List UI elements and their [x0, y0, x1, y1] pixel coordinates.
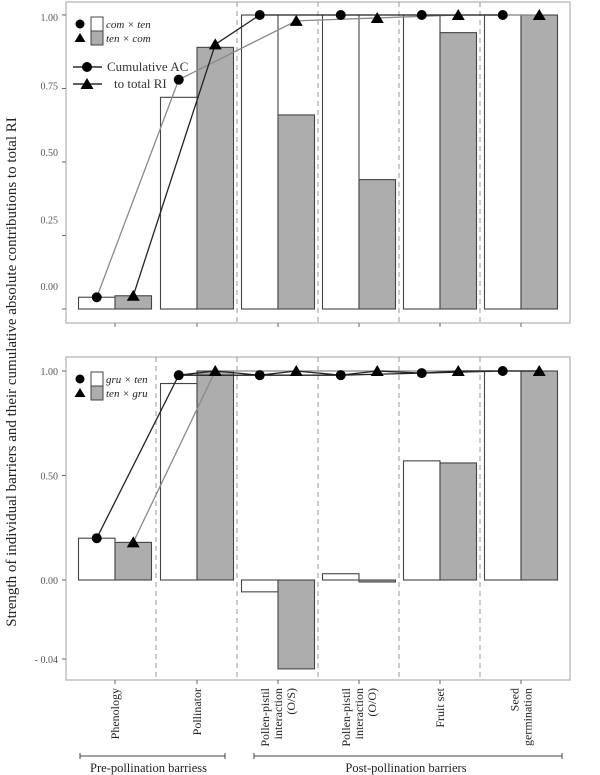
cumulative-line [132, 14, 503, 296]
bar-gray [196, 370, 235, 581]
x-category-label: interaction [352, 688, 366, 739]
y-tick-label: 1.00 [41, 367, 59, 378]
cumulative-point-circle [335, 370, 346, 381]
legend-circle-icon [75, 374, 85, 384]
y-tick-label: 0.25 [41, 216, 59, 227]
cumulative-point-triangle [451, 365, 465, 376]
cumulative-point-circle [173, 370, 184, 381]
barrier-groups: Pre-pollination barriess Post-pollination… [79, 753, 563, 775]
bar-gray [358, 579, 397, 583]
cumulative-point-triangle [208, 38, 222, 50]
y-tick-label: 0.00 [41, 282, 59, 293]
x-category-label: Pollen-pistil [258, 687, 272, 746]
cumulative-point-triangle [289, 365, 303, 376]
bar-gray [520, 14, 559, 310]
bar-gray [114, 541, 153, 581]
cumulative-point-triangle [451, 9, 465, 20]
bar-white [402, 460, 441, 581]
cumulative-point-circle [91, 533, 102, 544]
legend-swatch [90, 16, 104, 32]
cumulative-point-circle [254, 10, 265, 20]
y-tick-label: 0.50 [41, 472, 59, 483]
group-label: Pre-pollination barriess [90, 761, 207, 775]
cumulative-point-circle [91, 292, 102, 303]
x-category-label: Pollinator [190, 688, 204, 735]
legend-line-label: to total RI [114, 76, 167, 91]
cumulative-point-triangle [126, 289, 140, 301]
y-tick-label: 1.00 [41, 13, 59, 24]
cumulative-point-triangle [370, 11, 384, 23]
y-axis-title-group: Strength of individual barriers and thei… [4, 117, 20, 626]
legend-circle-icon [82, 62, 92, 72]
cumulative-point-circle [416, 10, 427, 20]
x-category-label: interaction [271, 688, 285, 739]
group-label: Post-pollination barriers [345, 761, 466, 775]
legend-label: ten × gru [106, 388, 148, 400]
x-category-label: germination [521, 688, 535, 746]
legend-circle-icon [75, 19, 85, 29]
legend-triangle-icon [74, 388, 86, 397]
bar-white [159, 382, 198, 581]
x-category-label: Seed [508, 688, 522, 711]
legend-triangle-icon [80, 78, 94, 89]
bar-white [321, 14, 360, 310]
cumulative-point-circle [416, 368, 427, 379]
legend-label: com × ten [106, 19, 151, 31]
bar-white [321, 573, 360, 581]
cumulative-point-triangle [532, 9, 546, 20]
cumulative-point-circle [254, 370, 265, 381]
bar-gray [439, 462, 478, 581]
bar-gray [520, 370, 559, 581]
bottom-panel: 1.00 0.50 0.00 - 0.04 gru × ten ten × gru [35, 356, 571, 684]
x-axis-labels: Phenology Pollinator Pollen-pistil interact… [108, 687, 535, 746]
bar-white [159, 96, 198, 310]
legend-swatch [90, 385, 104, 401]
bar-gray [277, 579, 316, 670]
x-category-label: Fruit set [433, 687, 447, 727]
bar-gray [358, 179, 397, 310]
cumulative-point-circle [173, 74, 184, 85]
legend-swatch [90, 30, 104, 46]
top-panel: 1.00 0.75 0.50 0.25 0.00 com × ten ten × com Cu… [41, 1, 571, 327]
bar-white [483, 370, 522, 581]
legend-triangle-icon [74, 33, 86, 42]
x-category-label: Pollen-pistil [339, 687, 353, 746]
bar-white [402, 14, 441, 310]
legend-line-label: Cumulative AC [107, 59, 188, 74]
bar-gray [439, 32, 478, 310]
cumulative-point-circle [497, 10, 508, 20]
bar-white [483, 14, 522, 310]
bar-white [240, 579, 279, 593]
legend-swatch [90, 371, 104, 387]
y-tick-label: 0.50 [41, 148, 59, 159]
bar-gray [277, 114, 316, 310]
bar-white [240, 14, 279, 310]
y-tick-label: 0.75 [41, 82, 59, 93]
cumulative-point-triangle [126, 536, 140, 548]
legend-label: gru × ten [106, 374, 148, 386]
x-category-label: (O/S) [284, 688, 298, 715]
x-category-label: (O/O) [365, 688, 379, 717]
cumulative-point-triangle [370, 365, 384, 376]
y-tick-label: 0.00 [41, 576, 59, 587]
cumulative-point-triangle [532, 365, 546, 376]
cumulative-line [178, 370, 540, 376]
legend-label: ten × com [106, 33, 151, 45]
bar-gray [196, 46, 235, 310]
y-axis-title: Strength of individual barriers and thei… [4, 117, 20, 626]
cumulative-point-circle [497, 366, 508, 376]
cumulative-point-triangle [208, 365, 222, 376]
x-category-label: Phenology [108, 688, 122, 739]
cumulative-point-triangle [289, 14, 303, 26]
cumulative-point-circle [335, 10, 346, 20]
y-tick-label: - 0.04 [35, 655, 58, 666]
bar-white [77, 537, 116, 581]
